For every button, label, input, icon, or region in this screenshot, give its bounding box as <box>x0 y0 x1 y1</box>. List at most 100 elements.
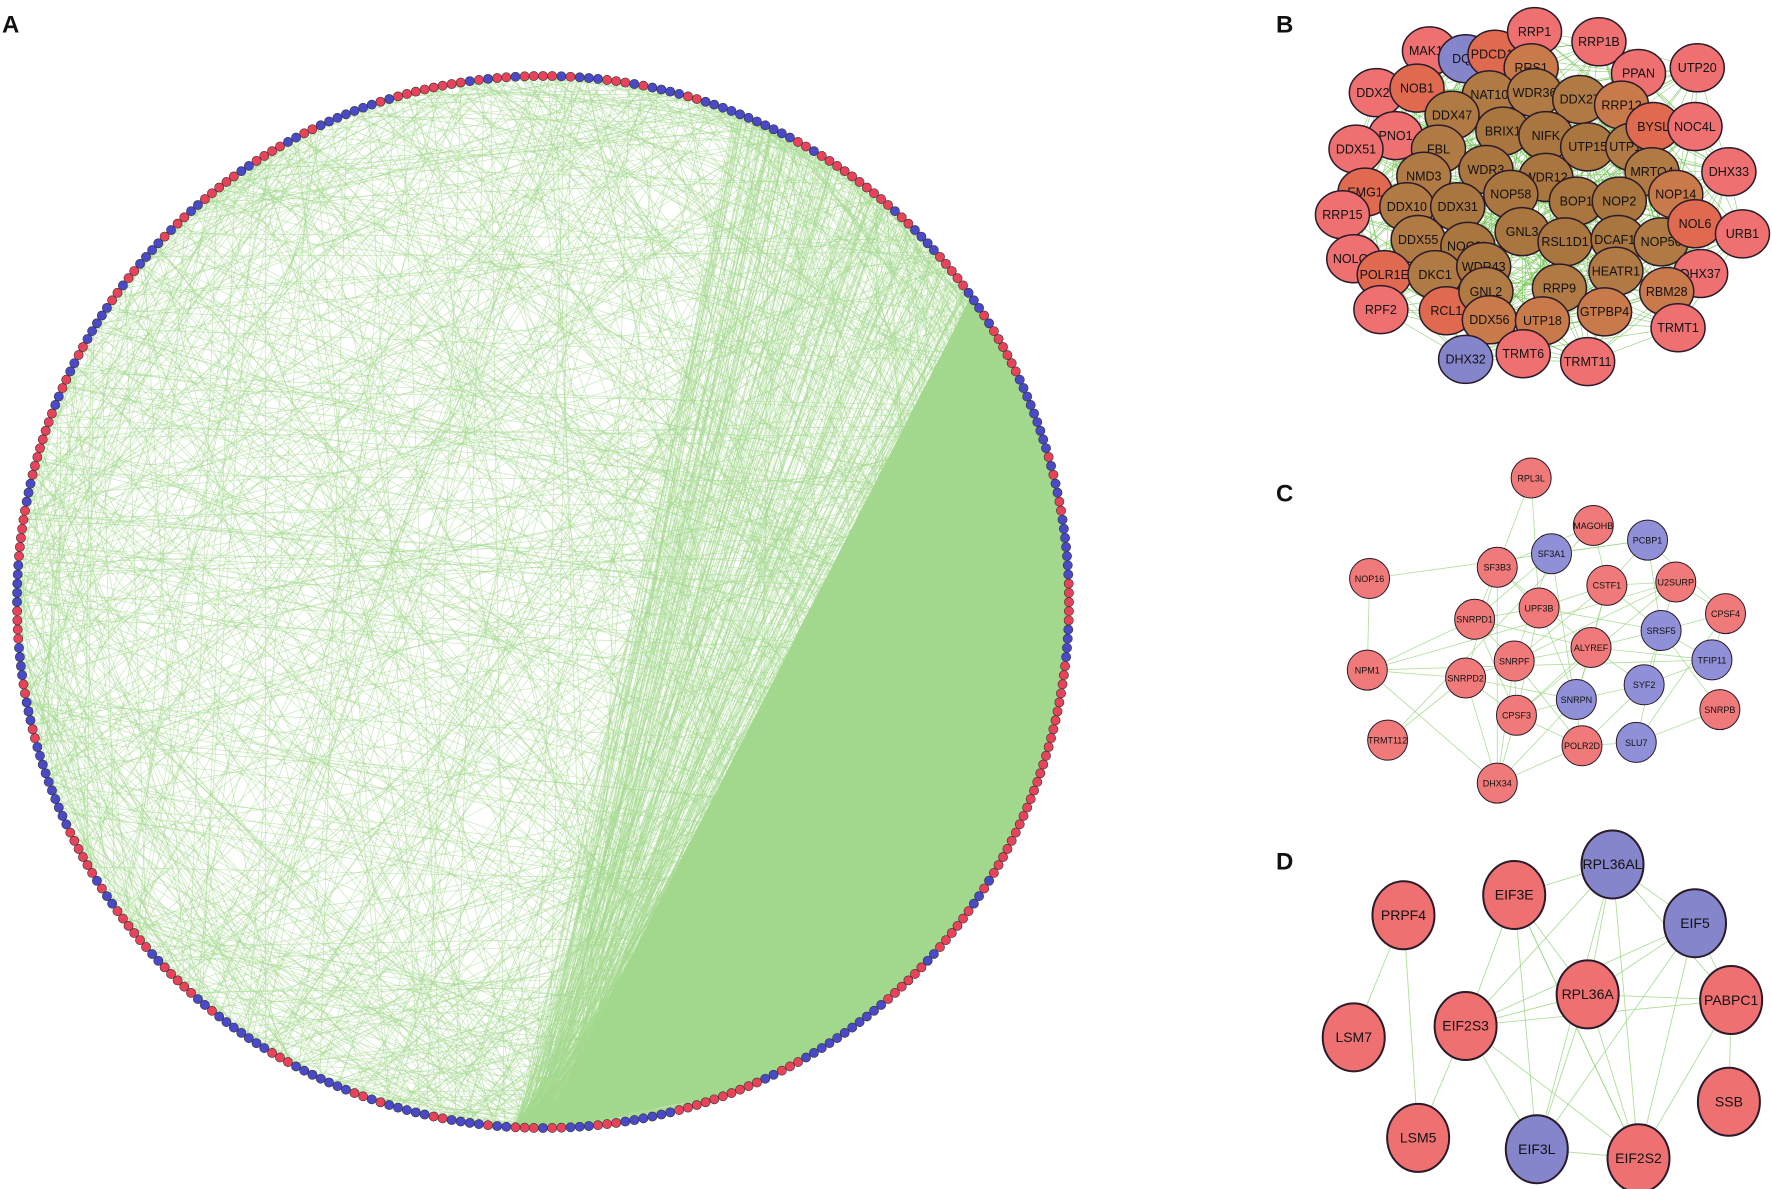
node-label: EIF3L <box>1518 1141 1556 1157</box>
edge <box>17 587 1004 857</box>
node <box>446 79 457 89</box>
node-label: NOL6 <box>1679 217 1712 231</box>
edge <box>101 315 116 908</box>
edge <box>543 323 990 1129</box>
edge <box>535 600 1070 1129</box>
edge <box>558 346 1003 1128</box>
edge <box>29 486 293 1065</box>
node <box>998 342 1008 352</box>
node <box>464 1117 475 1128</box>
edge <box>257 159 1070 609</box>
edge <box>750 440 1044 1086</box>
node <box>896 212 907 223</box>
node-label: RSL1D1 <box>1541 235 1588 249</box>
node <box>984 318 994 329</box>
edge <box>80 350 1011 844</box>
node <box>1655 561 1697 603</box>
edge <box>855 179 1062 691</box>
edge <box>39 450 1069 575</box>
node <box>903 975 914 986</box>
node <box>1002 844 1013 854</box>
node <box>307 124 318 135</box>
edge <box>201 177 855 203</box>
node <box>832 1033 843 1043</box>
edge <box>645 85 903 987</box>
node <box>1353 284 1409 335</box>
edge <box>224 182 1061 506</box>
node <box>718 102 728 113</box>
node <box>25 478 36 489</box>
node <box>12 578 23 589</box>
node-label: CSTF1 <box>1593 581 1622 591</box>
edge <box>790 138 937 952</box>
node <box>565 71 576 82</box>
node <box>501 1121 512 1132</box>
node <box>1029 408 1039 419</box>
node <box>583 1121 594 1131</box>
edge <box>56 802 983 892</box>
node <box>61 374 72 385</box>
edge <box>983 314 1058 490</box>
edge <box>20 541 1042 770</box>
node <box>519 71 530 82</box>
edge <box>895 607 1070 992</box>
node <box>700 1097 711 1108</box>
node <box>691 94 702 104</box>
node <box>107 898 118 909</box>
edge <box>17 591 1066 660</box>
edge <box>23 94 684 521</box>
edge <box>25 86 648 696</box>
edge <box>65 381 1061 509</box>
edge <box>313 128 391 1106</box>
node <box>683 91 693 102</box>
edge <box>637 84 730 1094</box>
node-label: SLU7 <box>1625 738 1648 748</box>
node <box>1006 835 1017 846</box>
edge <box>360 108 940 257</box>
edge <box>23 491 1058 520</box>
node <box>57 383 68 393</box>
node <box>65 366 76 377</box>
node <box>159 231 170 242</box>
edge <box>347 113 1026 394</box>
edge <box>954 465 1052 930</box>
edge <box>298 135 1062 693</box>
edge <box>62 386 1065 531</box>
edge <box>24 189 217 514</box>
node <box>743 1081 754 1092</box>
edge <box>443 85 741 115</box>
node <box>186 206 196 217</box>
edge <box>207 87 652 1008</box>
node <box>1014 374 1025 385</box>
edge <box>391 85 645 1106</box>
edge <box>1367 581 1676 671</box>
node <box>437 80 448 91</box>
node <box>107 295 118 306</box>
edge <box>358 109 937 952</box>
edge <box>1536 922 1696 1150</box>
edge <box>522 153 818 1128</box>
node <box>1518 587 1560 629</box>
node-label: NOP2 <box>1602 194 1636 208</box>
node <box>1035 425 1046 436</box>
node <box>700 96 711 107</box>
edge <box>204 199 1067 656</box>
edge <box>22 680 955 930</box>
node-label: RRP15 <box>1322 208 1362 222</box>
node <box>1606 1123 1671 1189</box>
edge <box>487 78 942 259</box>
edge <box>41 442 144 945</box>
edge <box>29 84 447 719</box>
edge <box>47 777 306 1072</box>
node <box>129 266 140 276</box>
edge <box>51 82 457 414</box>
node <box>1640 610 1682 652</box>
edge <box>523 392 1026 1128</box>
node <box>1048 469 1059 480</box>
edge <box>335 118 1042 770</box>
edge <box>342 115 763 125</box>
node-label: DKC1 <box>1418 268 1451 282</box>
node <box>1504 1114 1569 1185</box>
edge <box>545 468 1053 1129</box>
